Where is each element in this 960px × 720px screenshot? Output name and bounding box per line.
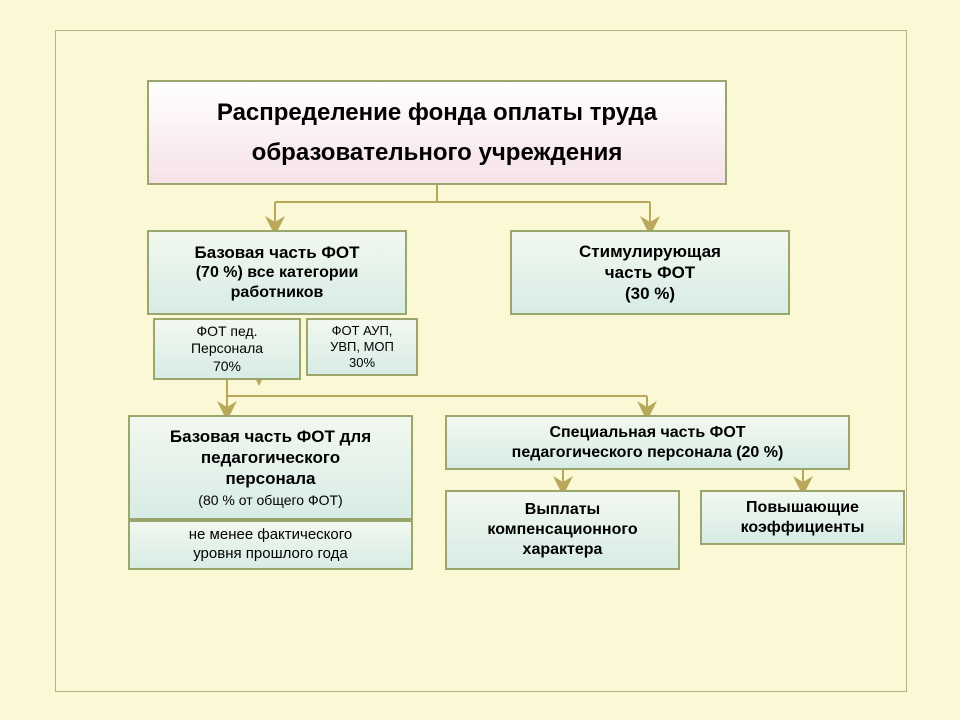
node-fot-aup: ФОТ АУП, УВП, МОП 30%: [306, 318, 418, 376]
title-line-1: Распределение фонда оплаты труда: [217, 98, 657, 128]
text: 30%: [349, 355, 375, 371]
title-box: Распределение фонда оплаты труда образов…: [147, 80, 727, 185]
title-line-2: образовательного учреждения: [252, 138, 623, 168]
text: ФОТ пед.: [196, 323, 257, 341]
text: (30 %): [625, 283, 675, 304]
text: Повышающие: [746, 498, 859, 518]
text: персонала: [226, 468, 316, 489]
node-coefficients: Повышающие коэффициенты: [700, 490, 905, 545]
text: Персонала: [191, 340, 263, 358]
node-note: не менее фактического уровня прошлого го…: [128, 520, 413, 570]
text: Стимулирующая: [579, 241, 721, 262]
text: (80 % от общего ФОТ): [198, 492, 342, 510]
text: часть ФОТ: [605, 262, 695, 283]
text: Выплаты: [525, 500, 600, 520]
node-fot-ped: ФОТ пед. Персонала 70%: [153, 318, 301, 380]
node-compensation: Выплаты компенсационного характера: [445, 490, 680, 570]
text: Базовая часть ФОТ для: [170, 426, 371, 447]
text: ФОТ АУП,: [332, 323, 393, 339]
text: Базовая часть ФОТ: [194, 242, 359, 263]
text: педагогического: [201, 447, 340, 468]
slide: Распределение фонда оплаты труда образов…: [0, 0, 960, 720]
text: 70%: [213, 358, 241, 376]
text: не менее фактического: [189, 526, 352, 545]
node-special-fot: Специальная часть ФОТ педагогического пе…: [445, 415, 850, 470]
text: УВП, МОП: [330, 339, 394, 355]
text: коэффициенты: [741, 518, 865, 538]
text: Специальная часть ФОТ: [549, 423, 745, 443]
text: педагогического персонала (20 %): [512, 443, 784, 463]
text: уровня прошлого года: [193, 545, 348, 564]
node-stimulating-fot: Стимулирующая часть ФОТ (30 %): [510, 230, 790, 315]
node-base-fot: Базовая часть ФОТ (70 %) все категории р…: [147, 230, 407, 315]
text: компенсационного: [487, 520, 637, 540]
text: работников: [231, 283, 324, 303]
text: характера: [523, 540, 603, 560]
node-base-fot-ped: Базовая часть ФОТ для педагогического пе…: [128, 415, 413, 520]
text: (70 %) все категории: [196, 263, 359, 283]
